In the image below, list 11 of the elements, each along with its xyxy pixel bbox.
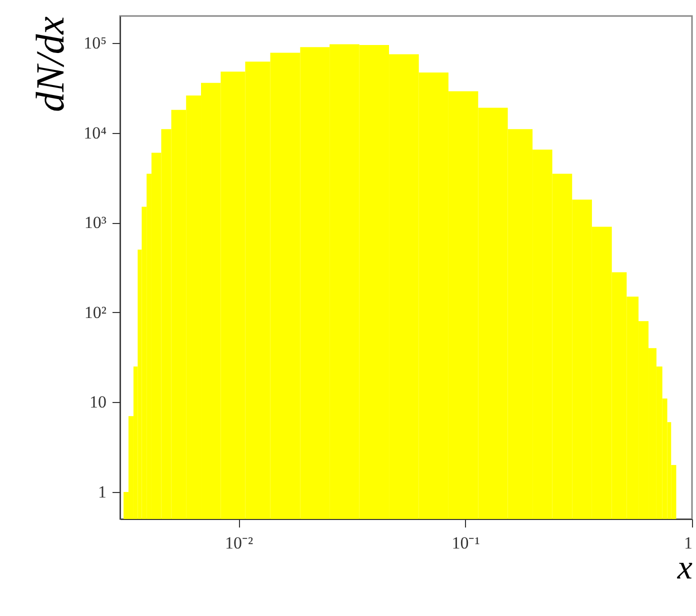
y-tick-label: 10⁴ <box>84 123 107 142</box>
y-tick-label: 10⁵ <box>84 34 107 53</box>
x-tick-label: 1 <box>684 534 692 552</box>
x-tick-label: 10⁻² <box>224 534 254 552</box>
y-tick-label: 1 <box>98 482 106 502</box>
y-axis-title: dN/dx <box>28 16 73 112</box>
x-axis-title: x <box>676 550 692 586</box>
x-tick-label: 10⁻¹ <box>452 534 480 552</box>
y-tick-label: 10³ <box>84 213 106 232</box>
y-tick-label: 10² <box>84 302 106 322</box>
y-tick-label: 10 <box>90 392 106 412</box>
